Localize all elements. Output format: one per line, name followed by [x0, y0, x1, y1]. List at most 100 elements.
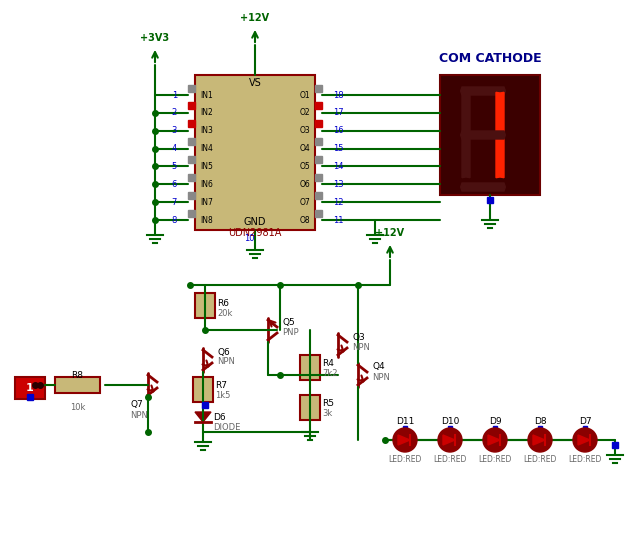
Text: Q4: Q4 [372, 363, 384, 371]
Bar [440, 75, 540, 195]
Text: IN8: IN8 [200, 216, 213, 224]
Text: 14: 14 [333, 162, 343, 171]
Text: O6: O6 [299, 180, 310, 189]
Bar [315, 120, 322, 127]
Text: 10: 10 [245, 233, 255, 243]
Text: 15: 15 [333, 144, 343, 153]
Text: O3: O3 [299, 126, 310, 135]
Bar [315, 85, 322, 92]
Text: 7: 7 [172, 198, 177, 207]
Text: LED:RED: LED:RED [388, 456, 421, 464]
Text: IN2: IN2 [200, 109, 213, 117]
Text: PNP: PNP [282, 327, 299, 337]
Polygon shape [533, 435, 545, 445]
Text: D9: D9 [489, 418, 501, 426]
Text: 3: 3 [172, 126, 177, 135]
Text: R4: R4 [322, 359, 334, 369]
Polygon shape [195, 412, 211, 422]
Text: LED:RED: LED:RED [523, 456, 557, 464]
Text: 16: 16 [333, 126, 343, 135]
Text: 8: 8 [172, 216, 177, 224]
Text: UDN2981A: UDN2981A [228, 228, 282, 238]
Bar [315, 192, 322, 199]
Polygon shape [443, 435, 455, 445]
Text: COM CATHODE: COM CATHODE [438, 52, 542, 65]
Text: 10k: 10k [70, 402, 85, 412]
Text: R5: R5 [322, 400, 334, 408]
Polygon shape [462, 92, 470, 134]
Text: D6: D6 [213, 413, 226, 421]
Bar [15, 377, 45, 399]
Polygon shape [496, 92, 504, 134]
Text: R8: R8 [72, 370, 84, 380]
Bar [188, 103, 195, 109]
Polygon shape [496, 136, 504, 178]
Text: LED:RED: LED:RED [569, 456, 602, 464]
Bar [188, 138, 195, 145]
Text: +12V: +12V [376, 228, 404, 238]
Text: NPN: NPN [130, 411, 148, 420]
Text: O5: O5 [299, 162, 310, 171]
Bar [188, 85, 195, 92]
Text: 12: 12 [333, 198, 343, 207]
Text: O8: O8 [299, 216, 310, 224]
Text: 11: 11 [333, 216, 343, 224]
Text: O4: O4 [299, 144, 310, 153]
Bar [55, 377, 100, 393]
Bar [300, 395, 320, 420]
Bar [188, 156, 195, 163]
Text: Q5: Q5 [282, 318, 295, 326]
Circle shape [393, 428, 417, 452]
Text: Q3: Q3 [352, 332, 365, 342]
Text: 18: 18 [333, 91, 343, 99]
Text: IN4: IN4 [200, 144, 213, 153]
Bar [188, 192, 195, 199]
Text: O1: O1 [299, 91, 310, 99]
Text: NPN: NPN [352, 343, 370, 351]
Text: NPN: NPN [372, 372, 390, 382]
Text: D7: D7 [579, 418, 591, 426]
Bar [188, 120, 195, 127]
Polygon shape [398, 435, 410, 445]
Circle shape [528, 428, 552, 452]
Text: D11: D11 [396, 418, 414, 426]
Text: Q6: Q6 [217, 348, 230, 357]
Text: 4: 4 [172, 144, 177, 153]
Text: R7: R7 [215, 382, 227, 390]
Text: D8: D8 [533, 418, 547, 426]
Bar [315, 210, 322, 217]
Bar [315, 103, 322, 109]
Text: GND: GND [244, 217, 266, 227]
Text: Q7: Q7 [130, 401, 143, 409]
Bar [188, 174, 195, 181]
Text: 5: 5 [172, 162, 177, 171]
Polygon shape [578, 435, 590, 445]
Text: IN6: IN6 [200, 180, 213, 189]
Bar [193, 377, 213, 402]
Text: VS: VS [248, 78, 262, 88]
Text: 3k: 3k [322, 409, 332, 419]
Polygon shape [460, 131, 505, 139]
Polygon shape [460, 183, 505, 191]
Text: O2: O2 [299, 109, 310, 117]
Text: 17: 17 [333, 109, 343, 117]
Bar [195, 75, 315, 230]
Text: DIODE: DIODE [213, 422, 240, 432]
Text: +3V3: +3V3 [140, 33, 170, 43]
Polygon shape [460, 87, 505, 95]
Bar [195, 293, 215, 318]
Text: 1: 1 [172, 91, 177, 99]
Circle shape [483, 428, 507, 452]
Text: IN1: IN1 [200, 91, 213, 99]
Bar [315, 156, 322, 163]
Bar [315, 174, 322, 181]
Text: 7k2: 7k2 [322, 369, 338, 378]
Text: NPN: NPN [217, 357, 235, 367]
Text: LED:RED: LED:RED [478, 456, 511, 464]
Circle shape [438, 428, 462, 452]
Text: LED:RED: LED:RED [433, 456, 467, 464]
Text: +12V: +12V [240, 13, 270, 23]
Text: 13: 13 [333, 180, 343, 189]
Text: D10: D10 [441, 418, 459, 426]
Text: 6: 6 [172, 180, 177, 189]
